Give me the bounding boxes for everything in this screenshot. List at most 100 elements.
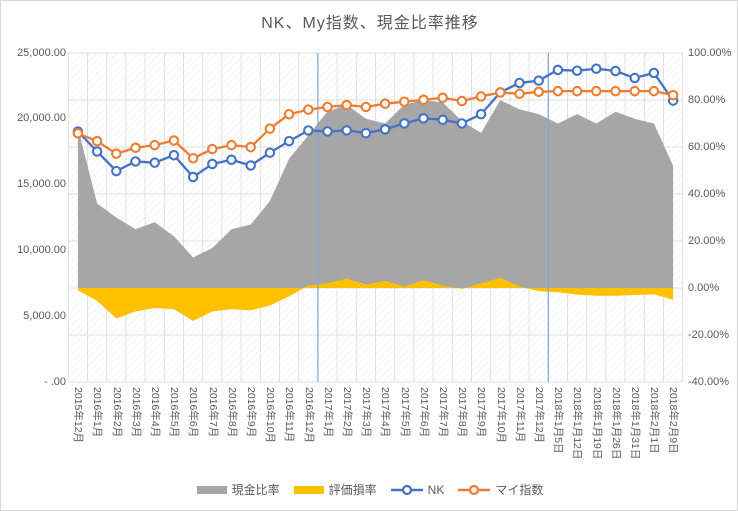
- x-axis-label: 2017年5月: [398, 387, 411, 438]
- my-index-marker: [475, 91, 487, 102]
- x-axis-label: 2016年4月: [148, 387, 161, 438]
- legend-label-valuation-loss: 評価損率: [328, 483, 377, 497]
- nk-marker: [264, 147, 276, 158]
- left-axis-tick: - .00: [43, 375, 66, 388]
- nk-marker: [399, 118, 410, 129]
- nk-marker: [207, 158, 218, 170]
- x-axis-label: 2017年12月: [532, 387, 545, 444]
- my-index-marker: [111, 148, 122, 159]
- left-axis-tick: 5,000.00: [23, 309, 66, 322]
- x-axis-label: 2017年1月: [321, 387, 334, 438]
- x-axis-label: 2018年1月12日: [571, 387, 584, 460]
- right-axis-tick: 60.00%: [688, 140, 726, 153]
- x-axis-label: 2018年1月19日: [590, 387, 603, 460]
- nk-marker: [111, 165, 122, 177]
- nk-marker: [610, 65, 621, 77]
- legend-item-valuation-loss: 評価損率: [293, 481, 377, 498]
- my-index-marker: [437, 92, 448, 103]
- nk-marker: [514, 77, 525, 89]
- my-index-marker: [399, 96, 410, 107]
- right-axis-tick: 0.00%: [688, 281, 720, 294]
- nk-marker: [629, 72, 640, 84]
- nk-marker: [91, 146, 103, 157]
- nk-marker: [475, 108, 487, 120]
- x-axis-label: 2017年9月: [475, 387, 488, 438]
- left-axis-tick: 15,000.00: [17, 178, 66, 191]
- x-axis-label: 2017年11月: [513, 387, 526, 443]
- right-axis-tick: -40.00%: [688, 375, 729, 388]
- right-axis-tick: -20.00%: [688, 328, 729, 341]
- nk-line-marker-icon: [390, 484, 423, 495]
- my-index-marker: [648, 85, 660, 97]
- my-index-marker: [571, 85, 583, 97]
- left-axis-tick: 25,000.00: [17, 46, 66, 59]
- x-axis-label: 2016年2月: [110, 387, 123, 438]
- right-axis-tick: 80.00%: [688, 93, 726, 106]
- legend-label-nk: NK: [427, 482, 445, 497]
- x-axis-label: 2016年6月: [187, 387, 200, 438]
- x-axis-label: 2016年3月: [129, 387, 142, 438]
- nk-marker: [360, 127, 372, 139]
- nk-marker: [591, 63, 602, 74]
- my-index-marker: [495, 87, 506, 98]
- my-index-marker: [629, 85, 640, 97]
- nk-marker: [226, 154, 237, 166]
- legend-label-my-index: マイ指数: [495, 483, 544, 497]
- my-index-marker: [322, 101, 333, 113]
- chart-title: NK、My指数、現金比率推移: [261, 15, 479, 32]
- nk-marker: [418, 113, 429, 124]
- nk-marker: [149, 157, 160, 168]
- x-axis-label: 2018年2月1日: [648, 387, 661, 454]
- nk-marker: [187, 171, 199, 183]
- right-axis-tick: 100.00%: [688, 46, 732, 59]
- my-index-marker: [379, 98, 391, 109]
- my-index-marker: [514, 88, 525, 100]
- my-index-marker: [187, 153, 199, 164]
- nk-marker: [283, 135, 295, 147]
- x-axis-label: 2017年7月: [436, 387, 449, 438]
- my-index-marker: [245, 141, 256, 153]
- cash-ratio-swatch-icon: [196, 485, 227, 494]
- x-axis-label: 2016年12月: [302, 387, 315, 444]
- x-axis-label: 2017年6月: [417, 387, 430, 438]
- my-index-marker: [341, 99, 352, 111]
- nk-marker: [303, 125, 314, 136]
- x-axis-label: 2017年3月: [360, 387, 373, 438]
- x-axis-label: 2018年1月26日: [609, 387, 622, 460]
- x-axis-label: 2017年4月: [379, 387, 392, 438]
- my-index-marker: [303, 104, 314, 115]
- my-index-marker: [360, 101, 372, 113]
- my-index-marker: [591, 85, 602, 97]
- x-axis-label: 2016年11月: [283, 387, 296, 443]
- x-axis-label: 2016年1月: [91, 387, 104, 438]
- my-index-marker: [552, 85, 564, 97]
- valuation-loss-area: [77, 277, 674, 321]
- my-index-marker: [264, 123, 276, 134]
- x-axis-label: 2018年1月31日: [628, 387, 641, 460]
- nk-marker: [130, 156, 141, 167]
- x-axis-label: 2018年2月9日: [667, 387, 680, 454]
- my-index-line-marker-icon: [458, 484, 491, 495]
- x-axis-label: 2016年8月: [225, 387, 238, 438]
- nk-marker: [322, 126, 333, 137]
- left-axis-tick: 10,000.00: [17, 243, 66, 256]
- chart-legend: 現金比率 評価損率 NK マイ指数: [1, 481, 737, 498]
- my-index-marker: [91, 135, 103, 147]
- x-axis-label: 2017年8月: [456, 387, 469, 438]
- my-index-marker: [283, 108, 295, 120]
- x-axis-label: 2016年10月: [264, 387, 277, 444]
- nk-marker: [533, 75, 544, 86]
- valuation-loss-swatch-icon: [293, 485, 324, 494]
- nk-marker: [341, 125, 352, 136]
- left-axis-tick: 20,000.00: [17, 112, 66, 125]
- my-index-marker: [207, 143, 218, 155]
- my-index-marker: [418, 94, 429, 105]
- plot-region: [67, 52, 684, 383]
- legend-label-cash-ratio: 現金比率: [231, 483, 280, 497]
- x-axis-label: 2018年1月5日: [552, 387, 565, 454]
- my-index-marker: [456, 95, 468, 107]
- my-index-marker: [610, 85, 621, 97]
- x-axis-label: 2016年5月: [168, 387, 181, 438]
- nk-marker: [245, 160, 256, 171]
